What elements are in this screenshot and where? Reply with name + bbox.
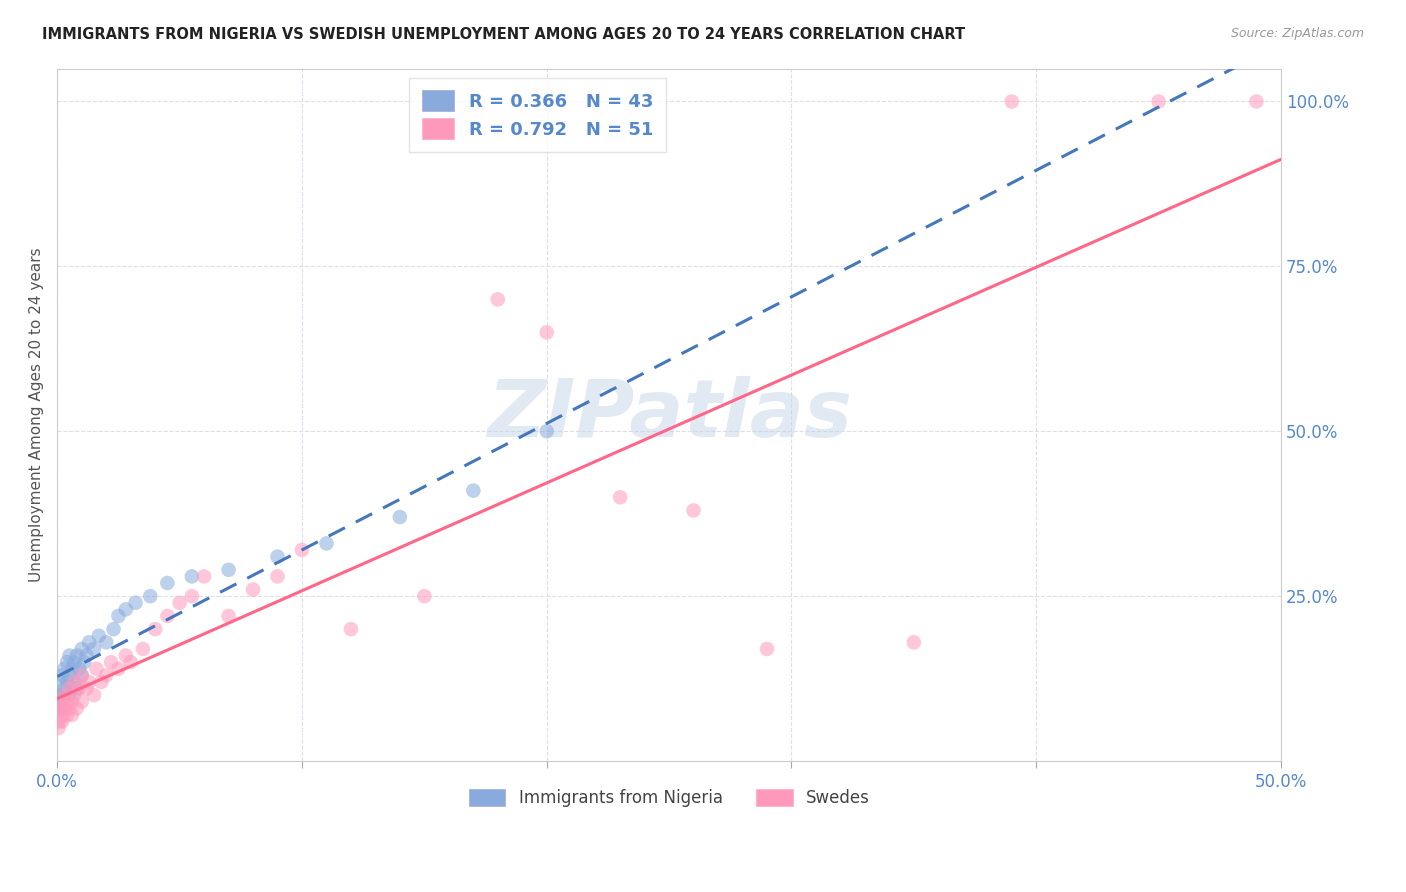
Point (48, 674, 70, 689)
Y-axis label: Unemployment Among Ages 20 to 24 years: Unemployment Among Ages 20 to 24 years (30, 247, 44, 582)
Point (156, 609, 179, 624)
Point (58, 648, 80, 663)
Point (1001, 95, 1024, 109)
Point (90, 674, 112, 689)
Point (536, 326, 558, 340)
Point (682, 503, 704, 517)
Point (66, 648, 89, 663)
Point (124, 596, 146, 610)
Point (56, 674, 79, 689)
Text: IMMIGRANTS FROM NIGERIA VS SWEDISH UNEMPLOYMENT AMONG AGES 20 TO 24 YEARS CORREL: IMMIGRANTS FROM NIGERIA VS SWEDISH UNEMP… (42, 27, 966, 42)
Point (66, 681, 89, 696)
Point (107, 662, 129, 676)
Point (609, 490, 631, 504)
Point (53, 688, 76, 702)
Point (49, 688, 72, 702)
Point (315, 536, 337, 550)
Point (96, 668, 118, 682)
Point (73, 655, 96, 669)
Point (63, 674, 86, 689)
Point (291, 543, 314, 558)
Point (100, 655, 122, 669)
Point (51, 695, 73, 709)
Point (51, 688, 73, 702)
Point (53, 701, 76, 715)
Point (51, 701, 73, 715)
Point (48, 701, 70, 715)
Point (70, 668, 93, 682)
Point (48, 701, 70, 715)
Point (63, 655, 86, 669)
Point (60, 695, 83, 709)
Point (180, 589, 202, 603)
Point (114, 648, 136, 663)
Point (413, 589, 436, 603)
Point (48, 714, 70, 729)
Point (1147, 95, 1170, 109)
Point (266, 569, 288, 583)
Point (51, 668, 73, 682)
Point (63, 674, 86, 689)
Point (58, 701, 80, 715)
Point (86, 662, 108, 676)
Point (48, 721, 70, 735)
Point (266, 549, 288, 564)
Point (486, 293, 509, 307)
Point (56, 655, 79, 669)
Point (70, 668, 93, 682)
Text: Source: ZipAtlas.com: Source: ZipAtlas.com (1230, 27, 1364, 40)
Point (51, 707, 73, 722)
Point (63, 688, 86, 702)
Point (76, 648, 98, 663)
Point (120, 655, 142, 669)
Legend: Immigrants from Nigeria, Swedes: Immigrants from Nigeria, Swedes (460, 780, 877, 815)
Point (53, 688, 76, 702)
Point (56, 707, 79, 722)
Point (169, 596, 191, 610)
Point (77, 674, 100, 689)
Point (180, 569, 202, 583)
Point (60, 681, 83, 696)
Point (83, 642, 105, 657)
Point (77, 635, 100, 649)
Point (139, 589, 162, 603)
Point (67, 681, 90, 696)
Point (58, 668, 80, 682)
Point (903, 635, 925, 649)
Point (756, 642, 779, 657)
Point (156, 576, 179, 591)
Point (51, 714, 73, 729)
Point (67, 662, 90, 676)
Point (107, 609, 129, 624)
Point (96, 635, 118, 649)
Point (70, 695, 93, 709)
Point (132, 642, 155, 657)
Point (60, 707, 83, 722)
Point (340, 622, 363, 636)
Point (58, 688, 80, 702)
Point (1246, 95, 1268, 109)
Point (143, 622, 166, 636)
Point (218, 563, 240, 577)
Point (87, 629, 110, 643)
Point (58, 681, 80, 696)
Point (56, 695, 79, 709)
Point (463, 483, 485, 498)
Text: ZIPatlas: ZIPatlas (486, 376, 852, 454)
Point (53, 662, 76, 676)
Point (66, 701, 89, 715)
Point (218, 609, 240, 624)
Point (60, 662, 83, 676)
Point (48, 695, 70, 709)
Point (193, 569, 215, 583)
Point (70, 642, 93, 657)
Point (114, 602, 136, 616)
Point (242, 582, 264, 597)
Point (53, 681, 76, 696)
Point (103, 622, 125, 636)
Point (76, 681, 98, 696)
Point (536, 425, 558, 439)
Point (83, 688, 105, 702)
Point (388, 510, 411, 524)
